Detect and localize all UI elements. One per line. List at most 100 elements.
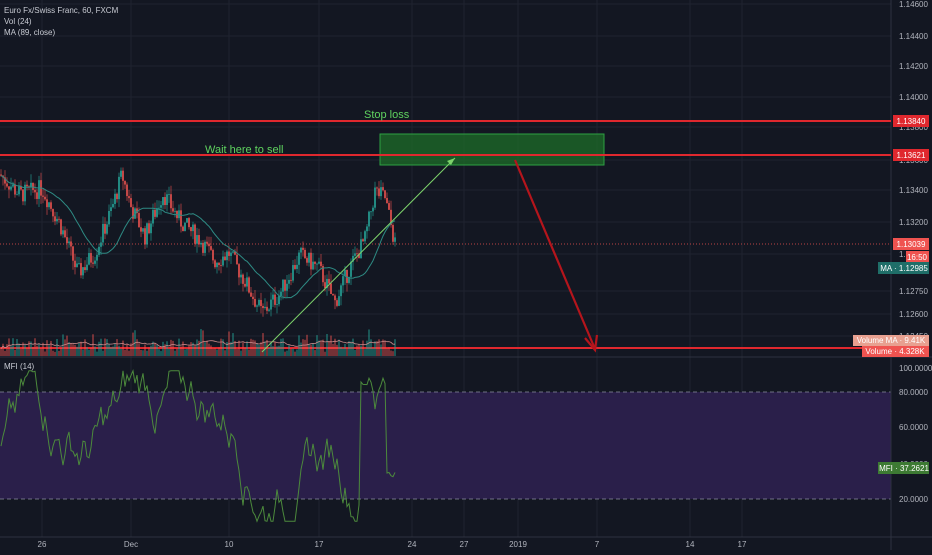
trend-line-drawing[interactable] [261, 157, 456, 353]
volume-bar [236, 349, 238, 356]
stop-loss-label[interactable]: Stop loss [364, 109, 410, 121]
volume-bar [226, 342, 228, 356]
candle-body [42, 195, 44, 197]
candle-body [288, 279, 290, 284]
volume-bar [100, 338, 102, 356]
candle-body [172, 208, 174, 212]
volume-bar [120, 348, 122, 356]
volume-bar [244, 347, 246, 356]
volume-indicator-label[interactable]: Vol (24) [4, 17, 32, 26]
volume-ma-line [0, 340, 395, 349]
mfi-indicator-label[interactable]: MFI (14) [4, 362, 35, 371]
candle-body [358, 253, 360, 259]
volume-bar [138, 343, 140, 356]
volume-bar [176, 348, 178, 356]
candle-body [8, 186, 10, 190]
volume-bar [150, 345, 152, 356]
volume-bar [258, 344, 260, 356]
volume-bar [44, 351, 46, 356]
volume-bar [364, 349, 366, 356]
time-tick-label: 26 [38, 540, 47, 549]
ma-indicator-label[interactable]: MA (89, close) [4, 28, 56, 37]
volume-bar [50, 340, 52, 356]
candle-body [336, 300, 338, 306]
candle-body [368, 211, 370, 227]
volume-bar [54, 351, 56, 356]
candle-body [210, 246, 212, 250]
volume-bar [154, 343, 156, 356]
candle-body [324, 282, 326, 289]
volume-bar [22, 342, 24, 356]
volume-bar [314, 350, 316, 356]
volume-bar [340, 346, 342, 356]
volume-bar [246, 341, 248, 356]
candle-body [80, 263, 82, 276]
volume-bar [82, 349, 84, 356]
candle-body [216, 262, 218, 268]
volume-bar [234, 340, 236, 356]
candle-body [248, 277, 250, 293]
projection-arrow[interactable] [513, 159, 599, 353]
candle-body [266, 306, 268, 311]
volume-bar [12, 338, 14, 356]
volume-bar [36, 345, 38, 356]
volume-bar [230, 341, 232, 356]
candle-body [202, 242, 204, 253]
candle-body [208, 243, 210, 247]
candle-body [224, 256, 226, 261]
candle-body [54, 216, 56, 222]
volume-bar [166, 341, 168, 356]
volume-bar [146, 350, 148, 356]
candle-body [334, 295, 336, 301]
volume-bar [18, 343, 20, 356]
time-tick-label: Dec [124, 540, 138, 549]
candle-body [110, 207, 112, 211]
volume-bar [184, 349, 186, 356]
volume-bar [222, 339, 224, 356]
volume-bar [98, 341, 100, 356]
candle-body [246, 277, 248, 287]
candle-body [158, 207, 160, 209]
volume-bar [250, 338, 252, 356]
candle-body [118, 176, 120, 200]
volume-bar [26, 348, 28, 356]
volume-bar [274, 342, 276, 356]
volume-bar [392, 351, 394, 356]
price-axis[interactable]: 1.14600 1.14400 1.14200 1.14000 1.13800 1.136… [899, 0, 928, 341]
volume-bar [302, 339, 304, 356]
price-tick-label: 1.14200 [899, 62, 928, 71]
symbol-title[interactable]: Euro Fx/Swiss Franc, 60, FXCM [4, 6, 119, 15]
volume-bar [262, 333, 264, 356]
candle-body [46, 199, 48, 208]
candle-body [166, 194, 168, 206]
time-tick-label: 17 [738, 540, 747, 549]
candle-body [230, 252, 232, 256]
candle-body [282, 279, 284, 292]
candle-body [312, 261, 314, 270]
volume-bar [352, 338, 354, 356]
candle-body [228, 251, 230, 256]
volume-bar [316, 335, 318, 356]
sell-zone-box[interactable] [379, 133, 605, 166]
candle-body [190, 227, 192, 232]
time-axis[interactable]: 26 Dec 10 17 24 27 2019 7 14 17 [38, 540, 747, 549]
wait-sell-label[interactable]: Wait here to sell [205, 144, 283, 156]
volume-bar [38, 343, 40, 356]
volume-bar [338, 339, 340, 356]
candle-body [222, 256, 224, 266]
candle-body [292, 265, 294, 281]
volume-bar [290, 348, 292, 356]
time-tick-label: 24 [408, 540, 417, 549]
volume-bar [66, 335, 68, 356]
volume-bar [218, 347, 220, 356]
candle-body [326, 278, 328, 289]
candle-body [320, 261, 322, 267]
candle-body [24, 184, 26, 202]
volume-bar [14, 349, 16, 356]
volume-bar [84, 339, 86, 356]
volume-bar [292, 348, 294, 356]
candle-body [128, 196, 130, 199]
candle-body [150, 223, 152, 234]
